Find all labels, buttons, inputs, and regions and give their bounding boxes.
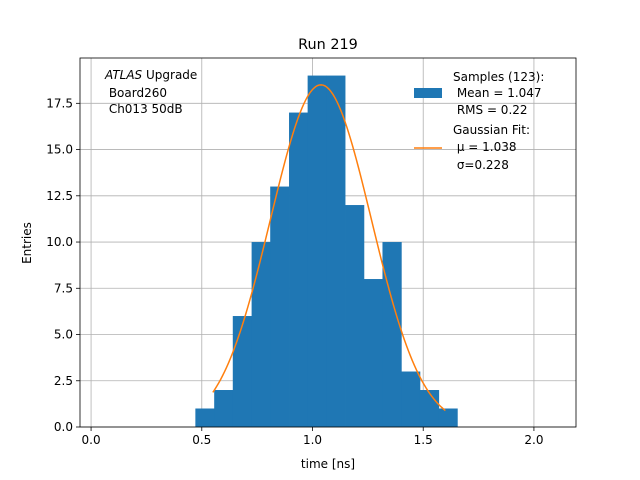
legend-samples-title: Samples (123):	[453, 70, 544, 84]
x-axis-label: time [ns]	[301, 457, 355, 471]
x-tick-label: 0.0	[82, 433, 101, 447]
histogram-bar	[363, 279, 383, 427]
legend-fit-title: Gaussian Fit:	[453, 123, 530, 137]
histogram-bar	[251, 242, 271, 427]
histogram-bar	[195, 408, 215, 427]
histogram-bar	[419, 390, 440, 427]
gaussian-fit-curve	[212, 84, 446, 412]
y-tick-label: 12.5	[46, 189, 73, 203]
y-axis-label: Entries	[20, 222, 34, 264]
x-tick-label: 1.0	[303, 433, 322, 447]
histogram-bar	[326, 75, 346, 428]
annotation-line-2: Board260	[105, 86, 167, 100]
y-tick-label: 7.5	[54, 281, 73, 295]
annotation-atlas: ATLAS	[104, 68, 143, 82]
histogram-bar	[438, 408, 458, 427]
histogram-bar	[382, 242, 402, 427]
histogram-bar	[270, 186, 290, 427]
annotation-line-3: Ch013 50dB	[105, 102, 183, 116]
annotation-upgrade: Upgrade	[142, 68, 197, 82]
histogram-bar	[289, 112, 309, 428]
x-tick-label: 2.0	[524, 433, 543, 447]
y-tick-label: 5.0	[54, 328, 73, 342]
histogram-bar	[307, 75, 327, 428]
legend-fit-mu: μ = 1.038	[453, 140, 517, 154]
histogram-bar	[345, 205, 365, 427]
plot-frame	[79, 57, 577, 428]
y-tick-label: 2.5	[54, 374, 73, 388]
y-tick-label: 17.5	[46, 96, 73, 110]
histogram-bar	[232, 316, 253, 427]
legend: Samples (123): Mean = 1.047 RMS = 0.22 G…	[414, 70, 544, 172]
annotation-line-1: ATLAS Upgrade	[104, 68, 197, 82]
y-tick-label: 0.0	[54, 420, 73, 434]
x-axis-ticks: 0.0 0.5 1.0 1.5 2.0	[82, 427, 543, 447]
legend-samples-mean: Mean = 1.047	[453, 86, 542, 100]
histogram-bar	[401, 371, 421, 427]
histogram-bar	[214, 390, 234, 427]
legend-samples-swatch	[414, 88, 442, 98]
annotation-box: ATLAS Upgrade Board260 Ch013 50dB	[104, 68, 197, 116]
chart-title: Run 219	[298, 37, 358, 53]
x-tick-label: 1.5	[414, 433, 433, 447]
legend-samples-rms: RMS = 0.22	[453, 103, 528, 117]
legend-fit-sigma: σ=0.228	[453, 158, 509, 172]
histogram-bars	[195, 75, 458, 428]
y-axis-ticks: 0.0 2.5 5.0 7.5 10.0 12.5 15.0 17.5	[46, 96, 80, 434]
y-tick-label: 15.0	[46, 143, 73, 157]
x-tick-label: 0.5	[192, 433, 211, 447]
y-tick-label: 10.0	[46, 235, 73, 249]
